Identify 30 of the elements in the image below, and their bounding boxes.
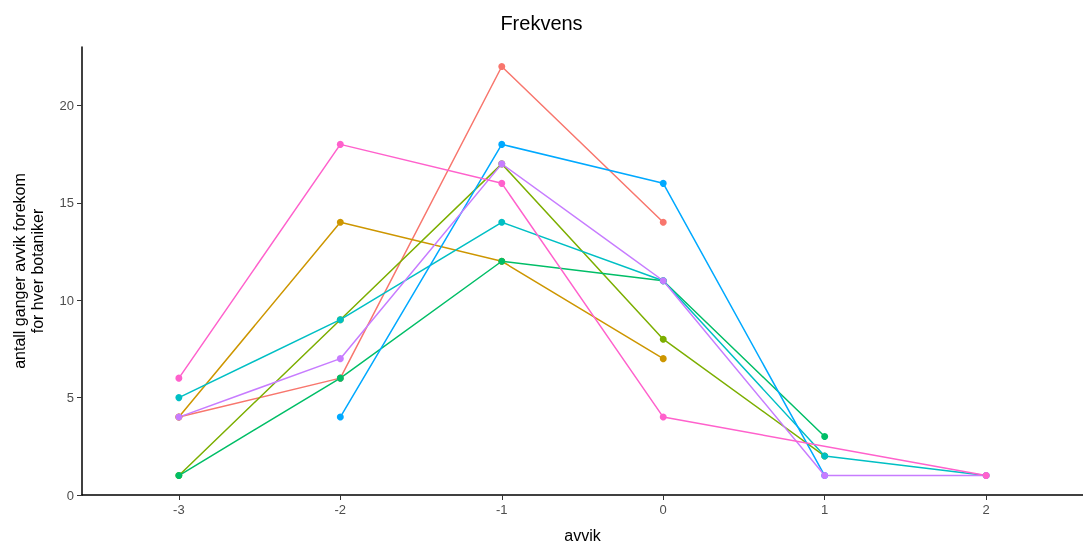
point xyxy=(659,179,667,187)
x-axis-title: avvik xyxy=(564,526,602,544)
x-tick-label: -1 xyxy=(495,502,508,517)
point xyxy=(498,218,506,226)
point xyxy=(498,62,506,70)
point xyxy=(175,374,183,382)
point xyxy=(659,413,667,421)
y-tick-label: 15 xyxy=(59,195,74,211)
point xyxy=(336,140,344,148)
x-tick-label: 2 xyxy=(982,502,990,517)
point xyxy=(659,335,667,343)
x-tick-label: -2 xyxy=(334,502,347,517)
point xyxy=(498,179,506,187)
point xyxy=(659,218,667,226)
x-tick-label: -3 xyxy=(173,502,185,517)
y-tick-label: 0 xyxy=(66,487,74,503)
point xyxy=(336,218,344,226)
chart-title: Frekvens xyxy=(500,12,583,34)
x-tick-label: 0 xyxy=(659,502,667,517)
y-tick-label: 20 xyxy=(59,97,74,113)
point xyxy=(498,140,506,148)
point xyxy=(175,394,183,402)
y-axis-title: antall ganger avvik forekom for hver botaniker xyxy=(10,173,46,369)
x-tick-label: 1 xyxy=(821,502,829,517)
point xyxy=(821,433,829,441)
point xyxy=(659,355,667,363)
point xyxy=(336,413,344,421)
point xyxy=(336,355,344,363)
y-tick-label: 10 xyxy=(59,292,74,308)
y-tick-label: 5 xyxy=(66,390,74,406)
